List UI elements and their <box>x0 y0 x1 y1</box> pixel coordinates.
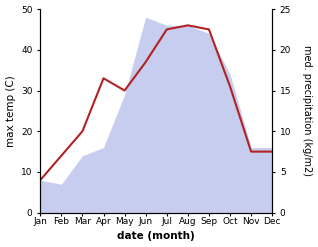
Y-axis label: med. precipitation (kg/m2): med. precipitation (kg/m2) <box>302 45 313 176</box>
X-axis label: date (month): date (month) <box>117 231 195 242</box>
Y-axis label: max temp (C): max temp (C) <box>5 75 16 147</box>
